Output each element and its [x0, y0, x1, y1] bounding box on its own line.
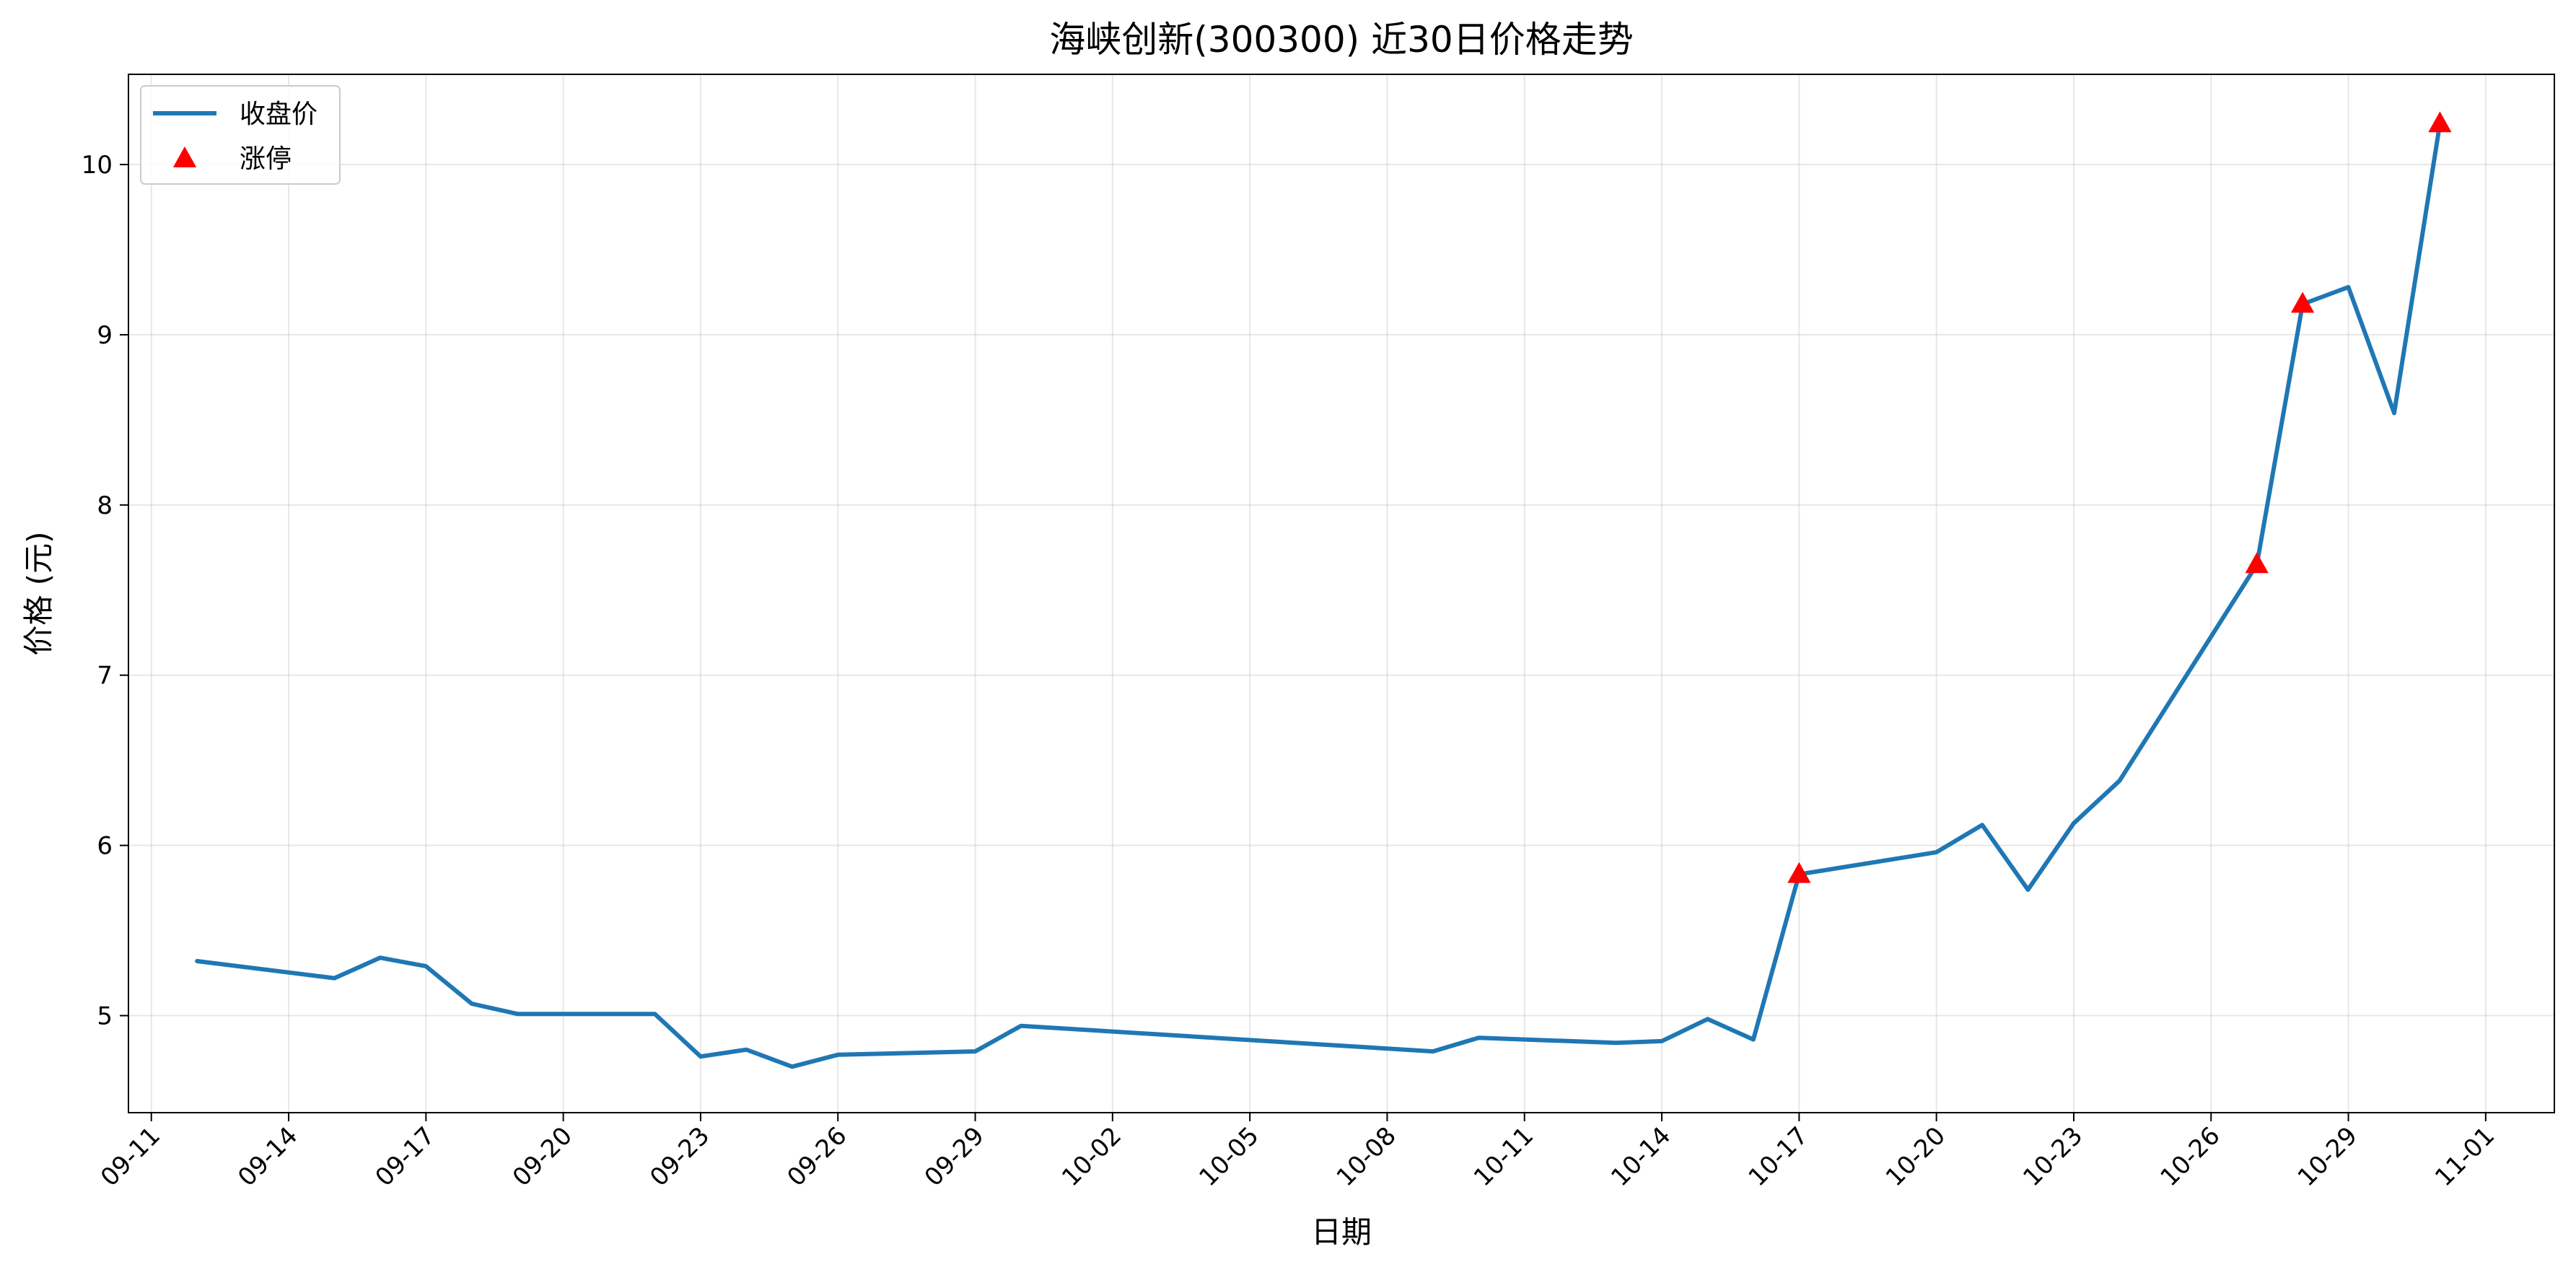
plot-frame	[128, 74, 2555, 1113]
close-price-point	[1018, 1023, 1024, 1029]
close-price-point	[2346, 284, 2352, 290]
close-price-point	[2116, 778, 2122, 784]
limit-up-marker	[2428, 111, 2452, 133]
y-tick-label: 8	[97, 491, 113, 520]
series-layer	[194, 111, 2452, 1069]
close-price-point	[2071, 820, 2077, 826]
close-price-point	[2391, 410, 2397, 416]
close-price-point	[1934, 849, 1940, 855]
close-price-point	[1476, 1035, 1481, 1040]
chart-title: 海峡创新(300300) 近30日价格走势	[1049, 19, 1633, 61]
y-tick-label: 9	[97, 321, 113, 350]
y-tick-label: 10	[82, 151, 113, 180]
limit-up-marker	[2290, 292, 2315, 313]
grid-layer	[128, 74, 2554, 1113]
x-axis-label: 日期	[1311, 1214, 1372, 1250]
close-price-point	[652, 1011, 657, 1017]
y-tick-label: 7	[97, 662, 113, 691]
close-price-point	[514, 1011, 520, 1017]
close-price-point	[1704, 1016, 1710, 1022]
close-price-point	[377, 955, 383, 960]
close-price-point	[698, 1053, 704, 1059]
legend-marker-swatch	[172, 146, 197, 167]
close-price-point	[789, 1064, 795, 1069]
close-price-point	[2025, 887, 2031, 893]
close-price-point	[1751, 1037, 1756, 1043]
close-price-point	[1613, 1040, 1619, 1046]
limit-up-marker	[1787, 862, 1811, 883]
close-price-point	[469, 1001, 475, 1007]
close-price-point	[423, 963, 429, 969]
close-price-point	[331, 976, 337, 981]
close-price-line	[195, 121, 2443, 1069]
legend-label-close: 收盘价	[240, 100, 317, 129]
y-axis-label: 价格 (元)	[21, 531, 56, 655]
close-price-point	[973, 1048, 978, 1054]
close-price-point	[1430, 1048, 1436, 1054]
y-tick-label: 5	[97, 1002, 113, 1031]
limit-up-marker	[2245, 552, 2269, 574]
close-price-point	[1659, 1038, 1665, 1044]
close-price-point	[1979, 822, 1985, 828]
legend-label-limitup: 涨停	[240, 144, 292, 174]
close-price-point	[743, 1047, 749, 1053]
close-price-point	[194, 958, 200, 964]
legend: 收盘价 涨停	[140, 85, 341, 185]
y-tick-label: 6	[97, 832, 113, 861]
close-price-point	[835, 1052, 841, 1058]
